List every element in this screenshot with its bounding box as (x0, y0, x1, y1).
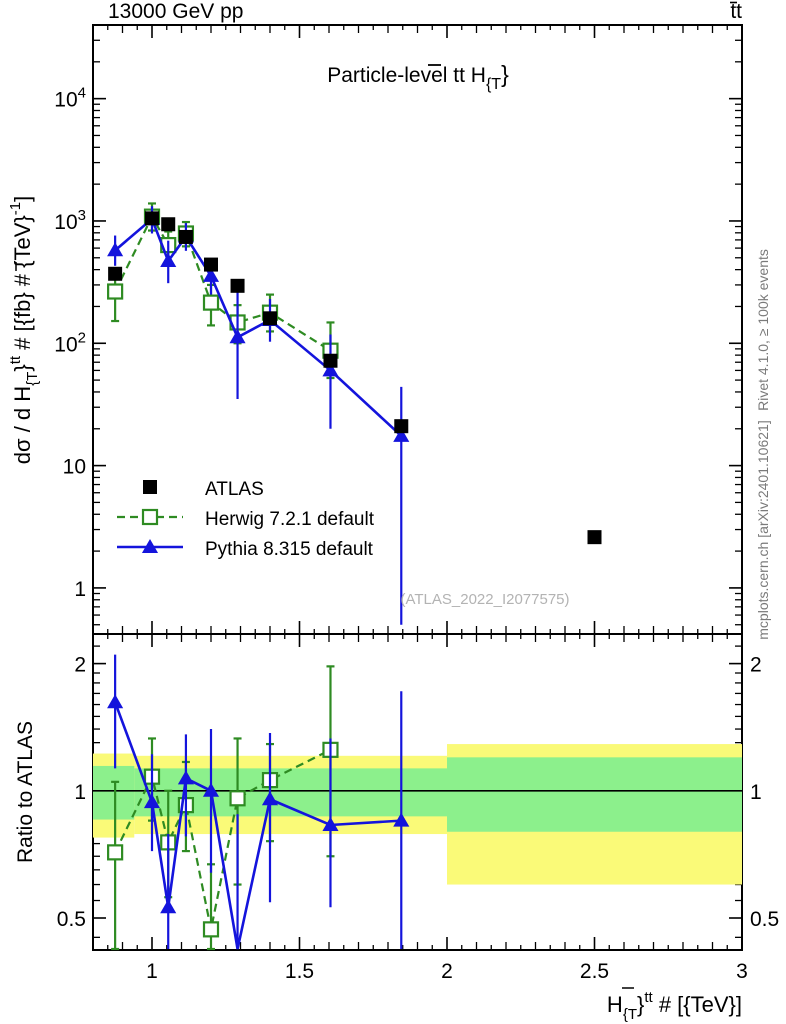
legend-label: ATLAS (205, 479, 264, 500)
main-y-axis-title: dσ / d H{T}tt # [{fb} # {TeV}-1] (7, 196, 41, 464)
data-marker (230, 278, 245, 293)
ratio-series-herwig (107, 665, 339, 951)
side-text-mcplots: mcplots.cern.ch [arXiv:2401.10621] (755, 420, 771, 639)
data-marker (141, 508, 159, 526)
header-energy: 13000 GeV pp (108, 0, 243, 23)
data-marker (143, 794, 161, 809)
data-marker (322, 362, 339, 377)
data-marker (204, 257, 218, 272)
header-process-label: tt (730, 0, 742, 23)
data-marker (160, 899, 177, 914)
ratio-y-tick-label: 2 (74, 654, 86, 677)
series-pythia (107, 206, 410, 625)
main-panel-frame (92, 24, 743, 635)
band-inner (93, 765, 135, 820)
data-marker (322, 816, 339, 831)
main-y-tick-label: 103 (54, 207, 86, 234)
analysis-watermark: (ATLAS_2022_I2077575) (400, 591, 569, 608)
data-marker (107, 844, 124, 861)
data-marker (202, 921, 220, 938)
data-marker (394, 419, 409, 434)
ratio-y-axis-title: Ratio to ATLAS (14, 721, 37, 863)
ratio-series-pythia (107, 654, 410, 950)
ratio-y-tick-label: 0.5 (57, 908, 86, 931)
side-text-rivet: Rivet 4.1.0, ≥ 100k events (755, 249, 771, 411)
data-marker (108, 266, 123, 281)
ratio-y-tick-label-right: 0.5 (750, 908, 779, 931)
data-marker (202, 294, 220, 311)
data-marker (107, 242, 124, 257)
data-marker (177, 770, 194, 785)
ratio-y-tick-label: 1 (74, 781, 86, 804)
legend: ATLAS Herwig 7.2.1 default Pythia 8.315 de… (117, 479, 375, 560)
data-marker (178, 229, 193, 244)
main-y-axis-title-text: dσ / d H{T}tt # [{fb} # {TeV}-1] (7, 196, 41, 464)
data-marker (229, 790, 246, 807)
main-y-tick-label: 104 (54, 85, 86, 112)
series-herwig (107, 202, 339, 380)
data-marker (145, 211, 159, 226)
main-y-tick-label: 1 (74, 578, 86, 601)
ratio-y-tick-label-right: 2 (750, 654, 762, 677)
x-tick-label: 1 (146, 960, 158, 983)
data-marker (107, 283, 124, 300)
data-marker (393, 812, 410, 827)
data-marker (587, 530, 602, 545)
header-process: tt (730, 0, 742, 23)
series-atlas (108, 211, 602, 545)
data-marker (323, 353, 338, 368)
data-marker (229, 329, 246, 344)
data-marker (261, 791, 279, 806)
main-y-tick-label: 10 (63, 456, 86, 479)
data-marker (393, 427, 410, 442)
band-inner (447, 757, 742, 832)
plot-title: Particle-level tt H{T} (327, 61, 509, 93)
ratio-y-tick-label-right: 1 (750, 781, 762, 804)
data-marker (263, 311, 277, 326)
main-y-tick-label: 102 (54, 329, 86, 356)
x-tick-label: 1.5 (285, 960, 314, 983)
legend-label: Herwig 7.2.1 default (205, 509, 375, 530)
x-axis-title: H{T}tt # [{TeV}] (607, 989, 742, 1023)
ratio-uncertainty-bands (93, 744, 742, 885)
data-marker (202, 267, 220, 282)
series-line (114, 216, 403, 437)
data-marker (160, 253, 177, 268)
data-marker (161, 217, 176, 232)
x-tick-label: 3 (736, 960, 748, 983)
x-tick-label: 2.5 (580, 960, 609, 983)
data-marker (202, 782, 220, 797)
series-line (114, 214, 332, 352)
data-marker (143, 480, 157, 494)
data-marker (141, 538, 159, 553)
main-y-ticks (93, 24, 742, 626)
x-tick-label: 2 (441, 960, 453, 983)
data-marker (107, 694, 124, 709)
legend-label: Pythia 8.315 default (205, 539, 374, 560)
